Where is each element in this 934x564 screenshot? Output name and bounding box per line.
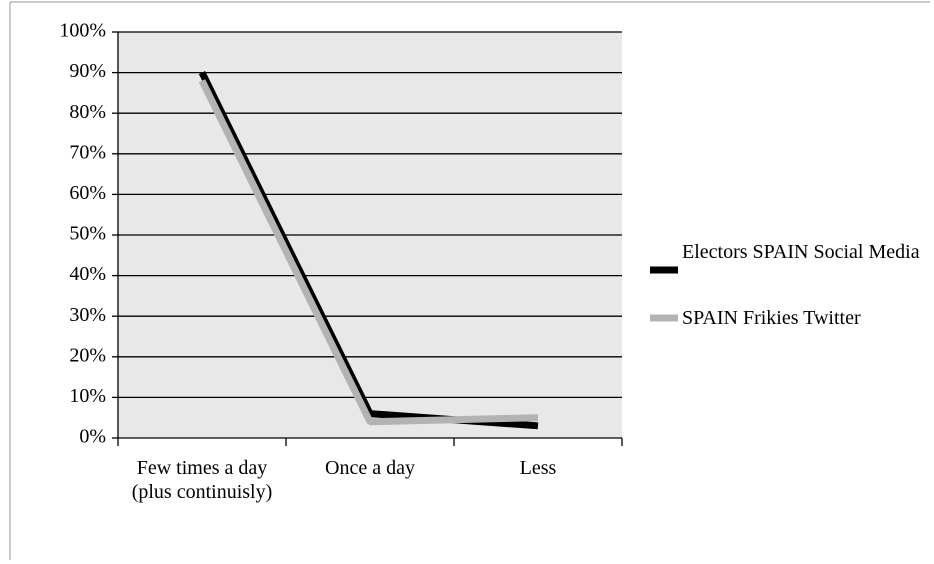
y-tick-label: 0%: [79, 426, 106, 448]
legend-label: Electors SPAIN Social Media: [682, 241, 920, 263]
y-tick-label: 100%: [59, 20, 106, 42]
x-tick-label: Few times a day (plus continuisly): [131, 457, 273, 503]
y-tick-label: 70%: [69, 141, 106, 163]
x-tick-label: Less: [519, 457, 557, 479]
y-tick-label: 10%: [69, 385, 106, 407]
y-tick-label: 40%: [69, 263, 106, 285]
y-tick-label: 20%: [69, 344, 106, 366]
y-tick-label: 60%: [69, 182, 106, 204]
y-tick-label: 90%: [69, 60, 106, 82]
y-tick-label: 80%: [69, 101, 106, 123]
y-tick-label: 30%: [69, 304, 106, 326]
x-tick-label: Once a day: [325, 457, 415, 479]
legend-label: SPAIN Frikies Twitter: [682, 307, 861, 329]
y-tick-label: 50%: [69, 223, 106, 245]
series-line: [198, 79, 539, 426]
